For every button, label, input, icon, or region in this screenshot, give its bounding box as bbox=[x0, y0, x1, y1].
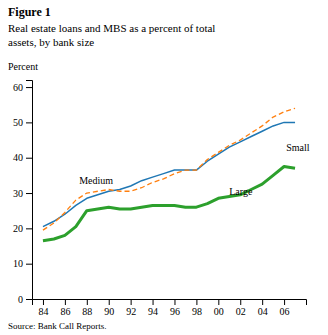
x-tick-label: 98 bbox=[192, 306, 202, 317]
x-tick-mark bbox=[87, 299, 88, 305]
title: Figure 1 bbox=[8, 5, 51, 19]
chart: Figure 1 Real estate loans and MBS as a p… bbox=[0, 0, 328, 335]
source: Source: Bank Call Reports. bbox=[8, 321, 107, 331]
x-tick-mark bbox=[109, 299, 110, 305]
y-tick: 50 bbox=[13, 117, 32, 128]
y-tick: 10 bbox=[13, 258, 32, 269]
x-tick-label: 88 bbox=[82, 306, 92, 317]
y-tick-label: 30 bbox=[13, 188, 23, 199]
x-tick: 90 bbox=[104, 299, 114, 317]
y-tick: 20 bbox=[13, 223, 32, 234]
x-tick: 04 bbox=[258, 299, 268, 317]
x-axis: 84 86 88 90 92 94 96 98 00 02 04 06 bbox=[33, 299, 307, 317]
x-tick-mark bbox=[196, 299, 197, 305]
x-tick: 92 bbox=[126, 299, 136, 317]
x-tick-mark bbox=[284, 299, 285, 305]
x-tick: 06 bbox=[280, 299, 290, 317]
y-tick-mark bbox=[26, 299, 32, 300]
y-tick-mark bbox=[26, 122, 32, 123]
x-tick-label: 00 bbox=[214, 306, 224, 317]
x-tick-label: 90 bbox=[104, 306, 114, 317]
y-tick: 30 bbox=[13, 188, 32, 199]
x-tick: 98 bbox=[192, 299, 202, 317]
x-tick: 84 bbox=[38, 299, 48, 317]
y-tick: 60 bbox=[13, 82, 32, 93]
series-line bbox=[43, 122, 295, 226]
y-tick-label: 50 bbox=[13, 117, 23, 128]
x-tick-mark bbox=[262, 299, 263, 305]
x-tick-label: 92 bbox=[126, 306, 136, 317]
y-tick-label: 10 bbox=[13, 258, 23, 269]
x-tick-mark bbox=[174, 299, 175, 305]
x-tick: 94 bbox=[148, 299, 158, 317]
x-tick: 88 bbox=[82, 299, 92, 317]
subtitle: Real estate loans and MBS as a percent o… bbox=[8, 22, 215, 34]
y-tick-mark bbox=[26, 193, 32, 194]
x-tick-label: 86 bbox=[60, 306, 70, 317]
x-tick: 96 bbox=[170, 299, 180, 317]
x-tick-mark bbox=[65, 299, 66, 305]
x-tick-mark bbox=[131, 299, 132, 305]
y-axis-line bbox=[26, 81, 33, 300]
plot: 84 86 88 90 92 94 96 98 00 02 04 06 0 10 20 30 40 50 60 Sma… bbox=[13, 81, 310, 318]
y-tick-mark bbox=[26, 158, 32, 159]
x-axis-line bbox=[33, 300, 307, 306]
y-axis-label: Percent bbox=[8, 61, 38, 72]
subtitle: assets, by bank size bbox=[8, 36, 94, 48]
y-tick-mark bbox=[26, 87, 32, 88]
x-tick-label: 06 bbox=[280, 306, 290, 317]
y-tick-label: 40 bbox=[13, 152, 23, 163]
annotation: Small bbox=[286, 142, 310, 153]
annotations: Small Medium Large bbox=[79, 142, 310, 197]
x-tick-label: 94 bbox=[148, 306, 158, 317]
x-tick: 00 bbox=[214, 299, 224, 317]
y-tick-label: 0 bbox=[18, 294, 23, 305]
x-tick-label: 84 bbox=[38, 306, 48, 317]
y-axis: 0 10 20 30 40 50 60 bbox=[13, 81, 33, 305]
x-tick-mark bbox=[218, 299, 219, 305]
y-tick-mark bbox=[26, 264, 32, 265]
y-tick-label: 60 bbox=[13, 82, 23, 93]
x-tick-mark bbox=[43, 299, 44, 305]
y-tick: 40 bbox=[13, 152, 32, 163]
x-tick-mark bbox=[240, 299, 241, 305]
x-tick-label: 04 bbox=[258, 306, 268, 317]
y-tick-label: 20 bbox=[13, 223, 23, 234]
x-tick: 86 bbox=[60, 299, 70, 317]
x-tick-label: 02 bbox=[236, 306, 246, 317]
lines bbox=[43, 108, 295, 240]
x-tick: 02 bbox=[236, 299, 246, 317]
y-tick: 0 bbox=[18, 294, 32, 305]
x-tick-mark bbox=[153, 299, 154, 305]
annotation: Large bbox=[229, 186, 253, 197]
series-line bbox=[43, 108, 295, 230]
annotation: Medium bbox=[79, 175, 113, 186]
x-tick-label: 96 bbox=[170, 306, 180, 317]
y-tick-mark bbox=[26, 228, 32, 229]
series-line bbox=[43, 167, 295, 241]
